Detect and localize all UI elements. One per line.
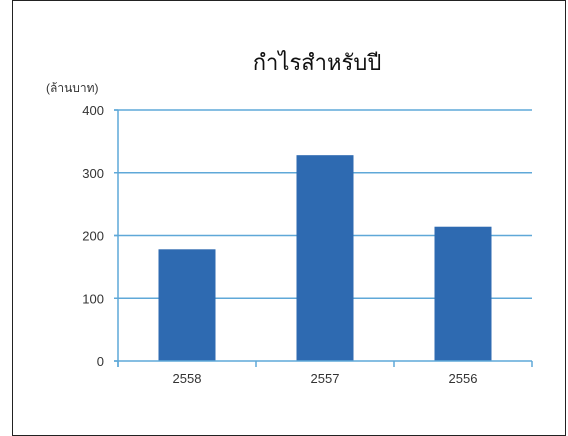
x-tick-label: 2558: [173, 371, 202, 386]
chart-frame: [12, 0, 566, 436]
x-tick-label: 2556: [449, 371, 478, 386]
y-tick-label: 400: [82, 103, 104, 118]
bar-2556: [434, 226, 492, 361]
y-tick-label: 300: [82, 166, 104, 181]
bar-2557: [296, 155, 354, 361]
bar-2558: [158, 249, 216, 361]
y-tick-label: 0: [97, 354, 104, 369]
axes: [114, 109, 533, 367]
chart-title: กำไรสำหรับปี: [253, 50, 382, 76]
bars: [158, 155, 492, 361]
x-tick-label: 2557: [311, 371, 340, 386]
y-tick-label: 200: [82, 229, 104, 244]
tick-labels: 0 100 200 300 400 2558 2557 2556: [82, 103, 477, 386]
y-tick-label: 100: [82, 291, 104, 306]
y-axis-unit-label: (ล้านบาท): [46, 81, 99, 95]
